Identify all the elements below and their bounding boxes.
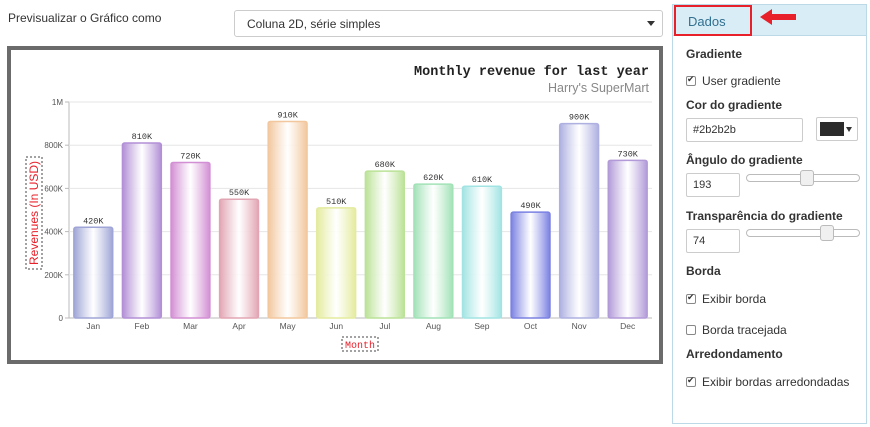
bar-apr <box>218 198 260 319</box>
value-label: 490K <box>520 201 541 211</box>
chevron-down-icon <box>647 21 655 26</box>
bar-jul <box>364 170 405 319</box>
chart-subtitle: Harry's SuperMart <box>548 81 650 95</box>
x-tick-label: May <box>280 321 297 331</box>
chart-preview: 0 200K 400K 600K 800K 1M 420K Jan 810K Feb 720K Mar… <box>7 46 663 364</box>
value-label: 420K <box>83 216 104 226</box>
gradient-transparency-title: Transparência do gradiente <box>686 209 843 223</box>
x-tick-label: Sep <box>474 321 489 331</box>
checkbox-icon <box>686 325 696 335</box>
checkbox-icon <box>686 292 696 304</box>
bar-jan <box>73 226 114 319</box>
gradient-title: Gradiente <box>686 47 743 61</box>
show-border-label: Exibir borda <box>702 292 767 306</box>
x-tick-label: Jan <box>86 321 100 331</box>
checkbox-icon <box>686 74 696 86</box>
bar-chart: 0 200K 400K 600K 800K 1M 420K Jan 810K Feb 720K Mar… <box>25 65 652 352</box>
use-gradient-label: User gradiente <box>702 74 781 88</box>
chart-type-selected: Coluna 2D, série simples <box>247 17 381 31</box>
gradient-angle-input[interactable]: 193 <box>686 173 740 197</box>
color-picker-button[interactable] <box>816 117 858 141</box>
x-tick-label: Feb <box>135 321 150 331</box>
use-gradient-checkbox[interactable]: User gradiente <box>686 74 781 88</box>
value-label: 810K <box>132 132 153 142</box>
gradient-transparency-input[interactable]: 74 <box>686 229 740 253</box>
rounding-title: Arredondamento <box>686 347 783 361</box>
value-label: 620K <box>423 173 444 183</box>
y-tick-label: 600K <box>44 184 63 193</box>
bar-may <box>267 120 308 319</box>
checkbox-icon <box>686 375 696 387</box>
bar-sep <box>461 185 503 319</box>
value-label: 510K <box>326 197 347 207</box>
x-tick-label: Mar <box>183 321 198 331</box>
value-label: 910K <box>277 110 298 120</box>
x-axis-label: Month <box>345 340 375 352</box>
rounded-borders-checkbox[interactable]: Exibir bordas arredondadas <box>686 375 849 389</box>
bar-dec <box>607 159 648 319</box>
tab-dados[interactable]: Dados <box>674 5 752 36</box>
rounded-borders-label: Exibir bordas arredondadas <box>702 375 850 389</box>
y-tick-label: 400K <box>44 228 63 237</box>
y-tick-label: 0 <box>59 314 64 323</box>
chart-type-select[interactable]: Coluna 2D, série simples <box>234 10 663 37</box>
bar-oct <box>510 211 551 319</box>
bar-aug <box>413 183 454 319</box>
value-label: 680K <box>375 160 396 170</box>
x-tick-label: Aug <box>426 321 441 331</box>
arrow-left-icon <box>760 9 796 25</box>
x-tick-label: Jun <box>329 321 343 331</box>
gradient-color-input[interactable]: #2b2b2b <box>686 118 803 142</box>
x-tick-label: Jul <box>379 321 390 331</box>
slider-handle[interactable] <box>800 170 814 186</box>
y-tick-label: 1M <box>52 98 63 107</box>
chart-title: Monthly revenue for last year <box>414 65 649 80</box>
y-axis-label: Revenues (In USD) <box>27 161 41 265</box>
color-swatch <box>820 122 844 136</box>
bar-feb <box>121 142 163 319</box>
x-tick-label: Nov <box>572 321 588 331</box>
data-panel: Dados <box>672 4 867 424</box>
dashed-border-label: Borda tracejada <box>702 323 787 337</box>
x-tick-label: Oct <box>524 321 538 331</box>
value-label: 730K <box>618 149 639 159</box>
bar-mar <box>170 161 211 319</box>
gradient-transparency-slider[interactable] <box>746 225 860 241</box>
x-tick-label: Apr <box>232 321 245 331</box>
border-title: Borda <box>686 264 721 278</box>
y-tick-label: 200K <box>44 271 63 280</box>
xlabel-box <box>341 336 379 352</box>
preview-label: Previsualizar o Gráfico como <box>8 11 162 25</box>
ylabel-box <box>25 156 43 270</box>
x-tick-label: Dec <box>620 321 636 331</box>
slider-handle[interactable] <box>820 225 834 241</box>
dashed-border-checkbox[interactable]: Borda tracejada <box>686 323 787 337</box>
y-tick-label: 800K <box>44 141 63 150</box>
value-label: 720K <box>180 151 201 161</box>
show-border-checkbox[interactable]: Exibir borda <box>686 292 766 306</box>
value-label: 610K <box>472 175 493 185</box>
gradient-angle-title: Ângulo do gradiente <box>686 153 803 167</box>
bar-nov <box>558 122 600 319</box>
gradient-angle-slider[interactable] <box>746 170 860 186</box>
gradient-color-title: Cor do gradiente <box>686 98 783 112</box>
value-label: 550K <box>229 188 250 198</box>
bar-jun <box>316 207 357 319</box>
value-label: 900K <box>569 113 590 123</box>
chevron-down-icon <box>846 127 852 132</box>
